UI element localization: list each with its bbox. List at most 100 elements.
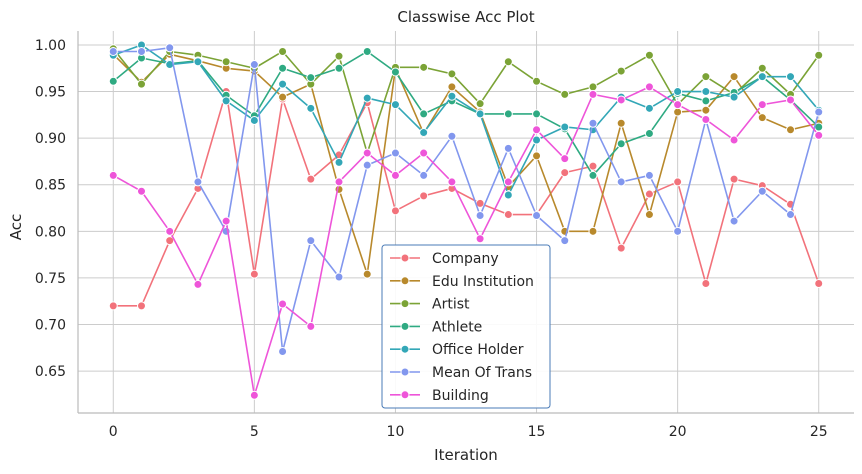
legend-item: Edu Institution bbox=[390, 274, 534, 290]
data-point bbox=[419, 109, 429, 119]
data-point bbox=[249, 390, 259, 400]
x-tick-label: 0 bbox=[109, 424, 118, 440]
data-point bbox=[503, 210, 513, 220]
data-point bbox=[193, 57, 203, 67]
data-point bbox=[419, 191, 429, 201]
x-tick-label: 5 bbox=[250, 424, 259, 440]
legend-label: Building bbox=[432, 388, 489, 404]
data-point bbox=[306, 103, 316, 113]
data-point bbox=[334, 157, 344, 167]
data-point bbox=[334, 177, 344, 187]
legend-swatch-marker bbox=[400, 276, 410, 286]
data-point bbox=[644, 128, 654, 138]
data-point bbox=[644, 170, 654, 180]
data-point bbox=[165, 236, 175, 246]
data-point bbox=[701, 278, 711, 288]
data-point bbox=[249, 269, 259, 279]
data-point bbox=[814, 278, 824, 288]
data-point bbox=[616, 177, 626, 187]
chart-title: Classwise Acc Plot bbox=[397, 8, 534, 26]
data-point bbox=[108, 46, 118, 56]
data-point bbox=[588, 82, 598, 92]
data-point bbox=[560, 154, 570, 164]
data-point bbox=[475, 109, 485, 119]
legend-label: Edu Institution bbox=[432, 274, 534, 290]
legend-item: Artist bbox=[390, 297, 470, 313]
data-point bbox=[503, 190, 513, 200]
data-point bbox=[729, 174, 739, 184]
data-point bbox=[757, 100, 767, 110]
data-point bbox=[419, 170, 429, 180]
series-artist bbox=[108, 44, 824, 158]
data-point bbox=[673, 107, 683, 117]
legend-label: Mean Of Trans bbox=[432, 365, 532, 381]
data-point bbox=[814, 130, 824, 140]
data-point bbox=[419, 62, 429, 72]
data-point bbox=[560, 168, 570, 178]
data-point bbox=[447, 177, 457, 187]
data-point bbox=[362, 93, 372, 103]
data-point bbox=[136, 301, 146, 311]
data-point bbox=[221, 216, 231, 226]
data-point bbox=[306, 236, 316, 246]
data-point bbox=[588, 161, 598, 171]
data-point bbox=[108, 170, 118, 180]
data-point bbox=[475, 234, 485, 244]
data-point bbox=[786, 72, 796, 82]
data-point bbox=[278, 299, 288, 309]
data-point bbox=[588, 226, 598, 236]
series-line bbox=[112, 48, 820, 154]
axes: 0 5 10 15 20 25 0.65 0.70 0.75 0.80 0.85 0.90 0.95 1.… bbox=[35, 31, 854, 440]
data-point bbox=[729, 72, 739, 82]
x-tick-label: 25 bbox=[810, 424, 828, 440]
data-point bbox=[729, 135, 739, 145]
data-point bbox=[419, 128, 429, 138]
data-point bbox=[447, 69, 457, 79]
legend: Company Edu Institution Artist Athlete Offic… bbox=[381, 244, 551, 409]
data-point bbox=[193, 177, 203, 187]
data-point bbox=[334, 63, 344, 73]
data-point bbox=[362, 46, 372, 56]
data-point bbox=[814, 107, 824, 117]
legend-swatch-marker bbox=[400, 253, 410, 263]
data-point bbox=[419, 148, 429, 158]
legend-box bbox=[381, 244, 551, 409]
data-point bbox=[532, 109, 542, 119]
data-point bbox=[786, 95, 796, 105]
data-point bbox=[278, 63, 288, 73]
series-line bbox=[113, 90, 820, 307]
data-point bbox=[249, 115, 259, 125]
data-point bbox=[306, 73, 316, 83]
series-lines bbox=[108, 40, 824, 400]
data-point bbox=[588, 89, 598, 99]
data-point bbox=[616, 66, 626, 76]
data-point bbox=[278, 79, 288, 89]
series-line bbox=[112, 86, 820, 397]
data-point bbox=[532, 135, 542, 145]
data-point bbox=[390, 206, 400, 216]
legend-item: Company bbox=[390, 251, 499, 267]
legend-label: Athlete bbox=[432, 319, 482, 335]
y-tick-label: 0.75 bbox=[35, 271, 66, 287]
legend-swatch-marker bbox=[400, 321, 410, 331]
data-point bbox=[644, 189, 654, 199]
x-tick-label: 10 bbox=[387, 424, 405, 440]
data-point bbox=[757, 186, 767, 196]
data-point bbox=[278, 92, 288, 102]
data-point bbox=[729, 92, 739, 102]
data-point bbox=[729, 216, 739, 226]
data-point bbox=[644, 82, 654, 92]
data-point bbox=[532, 210, 542, 220]
data-point bbox=[390, 170, 400, 180]
data-point bbox=[673, 87, 683, 97]
data-point bbox=[588, 118, 598, 128]
data-point bbox=[616, 139, 626, 149]
data-point bbox=[532, 125, 542, 135]
legend-swatch-marker bbox=[400, 344, 410, 354]
data-point bbox=[136, 186, 146, 196]
data-point bbox=[447, 131, 457, 141]
data-point bbox=[249, 60, 259, 70]
grid bbox=[78, 31, 854, 413]
data-point bbox=[588, 170, 598, 180]
